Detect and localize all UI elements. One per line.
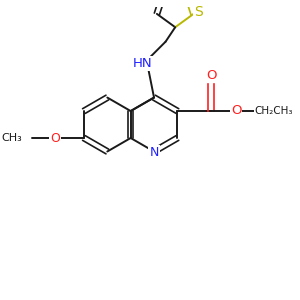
Text: O: O	[206, 69, 216, 82]
Text: N: N	[149, 146, 159, 159]
Text: O: O	[231, 103, 242, 117]
Text: O: O	[50, 131, 60, 145]
Text: CH₃: CH₃	[2, 133, 22, 143]
Text: CH₂CH₃: CH₂CH₃	[254, 106, 293, 116]
Text: S: S	[194, 5, 203, 19]
Text: HN: HN	[133, 57, 152, 70]
